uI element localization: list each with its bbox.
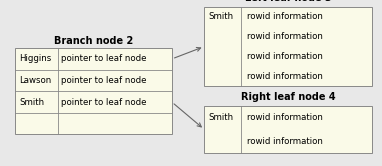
- Text: Smith: Smith: [208, 12, 233, 21]
- Text: Higgins: Higgins: [19, 54, 51, 63]
- Bar: [15, 48, 172, 134]
- Bar: [204, 7, 372, 86]
- Text: pointer to leaf node: pointer to leaf node: [62, 54, 147, 63]
- Text: Smith: Smith: [19, 98, 44, 107]
- Text: rowid information: rowid information: [247, 137, 323, 146]
- Text: rowid information: rowid information: [247, 113, 323, 122]
- Text: rowid information: rowid information: [247, 32, 323, 41]
- Bar: [204, 106, 372, 153]
- Text: Lawson: Lawson: [19, 76, 51, 85]
- Text: rowid information: rowid information: [247, 72, 323, 81]
- Text: rowid information: rowid information: [247, 52, 323, 61]
- Text: pointer to leaf node: pointer to leaf node: [62, 76, 147, 85]
- Text: Left leaf node 3: Left leaf node 3: [245, 0, 332, 2]
- Text: rowid information: rowid information: [247, 12, 323, 21]
- Text: Smith: Smith: [208, 113, 233, 122]
- Text: Branch node 2: Branch node 2: [54, 36, 133, 46]
- Text: pointer to leaf node: pointer to leaf node: [62, 98, 147, 107]
- Text: Right leaf node 4: Right leaf node 4: [241, 92, 336, 102]
